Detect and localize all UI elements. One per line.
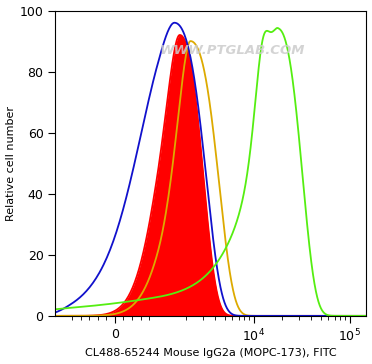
X-axis label: CL488-65244 Mouse IgG2a (MOPC-173), FITC: CL488-65244 Mouse IgG2a (MOPC-173), FITC xyxy=(85,348,337,359)
Y-axis label: Relative cell number: Relative cell number xyxy=(6,106,16,221)
Text: WWW.PTGLAB.COM: WWW.PTGLAB.COM xyxy=(160,44,305,57)
